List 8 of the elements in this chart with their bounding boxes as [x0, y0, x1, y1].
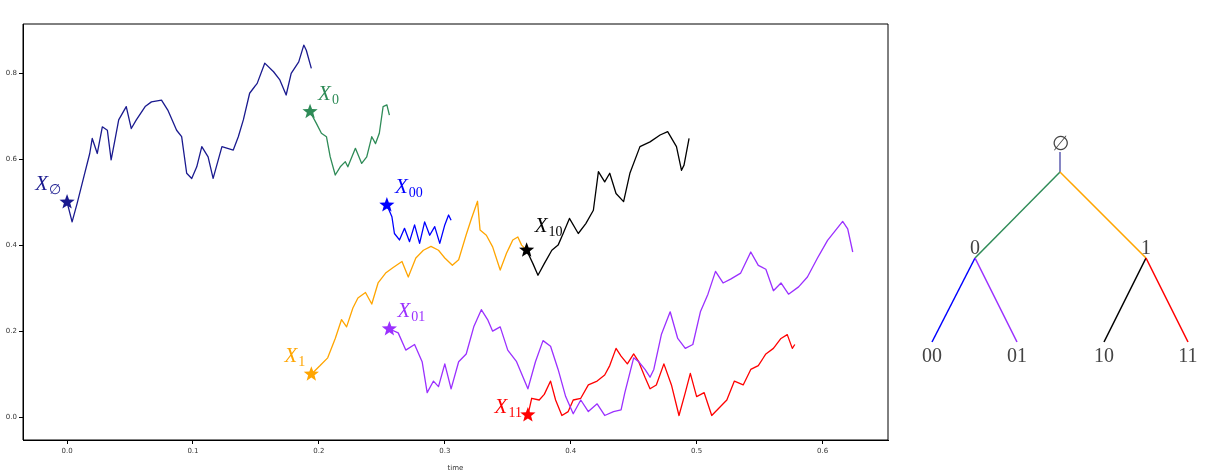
text: 11 [1178, 344, 1198, 366]
series-label: X∅ [34, 171, 62, 198]
text: 0 [970, 236, 980, 258]
text: 10 [1094, 344, 1114, 366]
text: 01 [1007, 344, 1027, 366]
text: 1 [1141, 236, 1151, 258]
text: 00 [922, 344, 942, 366]
text: ∅ [1051, 132, 1069, 154]
